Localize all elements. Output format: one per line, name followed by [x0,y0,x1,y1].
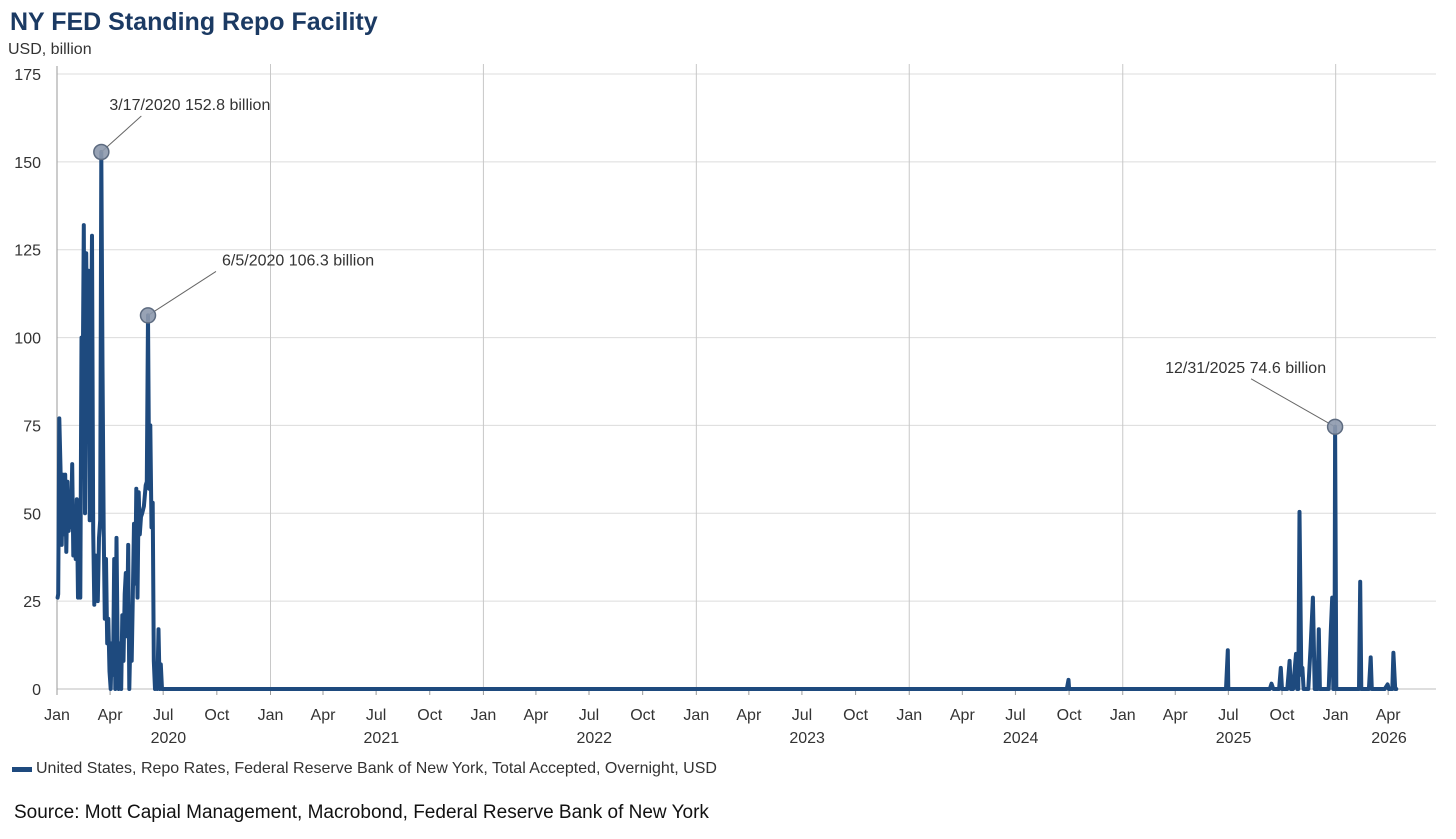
x-tick-label-month: Jan [44,707,70,724]
x-tick-label-month: Apr [1376,707,1402,724]
y-axis-ticks: 0 25 50 75 100 125 150 175 [14,67,41,699]
x-tick-label-year: 2023 [789,730,825,747]
x-tick-label-month: Apr [736,707,762,724]
y-tick-label: 175 [14,67,41,84]
x-tick-label-month: Oct [417,707,442,724]
y-unit-label: USD, billion [8,41,92,58]
annotation-leader [100,115,142,153]
x-tick-label-year: 2021 [364,730,400,747]
x-tick-label-month: Jan [896,707,922,724]
x-tick-label-month: Apr [311,707,337,724]
legend-swatch [12,766,32,772]
legend: United States, Repo Rates, Federal Reser… [12,760,717,778]
annotation-marker [93,143,110,161]
y-tick-label: 0 [32,682,41,699]
x-tick-label-month: Apr [98,707,124,724]
x-tick-label-month: Oct [630,707,655,724]
grid-lines [56,64,1436,695]
x-tick-label-month: Oct [1270,707,1295,724]
x-tick-label-month: Jan [683,707,709,724]
x-tick-label-year: 2025 [1216,730,1252,747]
x-tick-label-month: Jan [471,707,497,724]
x-tick-label-month: Jul [579,707,599,724]
x-tick-label-month: Jan [258,707,284,724]
chart-title: NY FED Standing Repo Facility [10,8,378,36]
x-tick-label-month: Jan [1323,707,1349,724]
source-note: Source: Mott Capial Management, Macrobon… [14,802,709,823]
y-tick-label: 25 [23,594,41,611]
annotation-label: 6/5/2020 106.3 billion [222,252,374,269]
line-chart: 0 25 50 75 100 125 150 175 Jan Apr Jul Oct Jan Apr Ju… [14,64,1436,747]
legend-label: United States, Repo Rates, Federal Reser… [36,760,717,777]
y-tick-label: 75 [23,418,41,435]
annotation-layer: 3/17/2020 152.8 billion 6/5/2020 106.3 bi… [93,97,1344,436]
x-tick-label-month: Apr [523,707,549,724]
x-tick-label-month: Oct [204,707,229,724]
y-tick-label: 50 [23,506,41,523]
x-tick-label-month: Apr [1163,707,1189,724]
annotation-leader [147,271,217,316]
x-tick-label-year: 2022 [576,730,612,747]
y-tick-label: 150 [14,155,41,172]
x-tick-label-month: Oct [843,707,868,724]
x-tick-label-month: Jul [153,707,173,724]
x-tick-label-year: 2024 [1003,730,1039,747]
annotation-label: 12/31/2025 74.6 billion [1165,360,1326,377]
x-tick-label-month: Oct [1057,707,1082,724]
x-tick-label-month: Apr [950,707,976,724]
annotation-marker [1326,418,1344,436]
series-layer [55,150,1399,691]
x-tick-label-month: Jan [1110,707,1136,724]
x-tick-label-month: Jul [366,707,386,724]
x-tick-label-month: Jul [792,707,812,724]
x-tick-label-year: 2026 [1371,730,1407,747]
x-tick-label-month: Jul [1218,707,1238,724]
series-line [55,150,1399,691]
y-tick-label: 125 [14,243,41,260]
y-tick-label: 100 [14,331,41,348]
annotation-label: 3/17/2020 152.8 billion [109,97,270,114]
annotation-marker [139,307,157,324]
x-axis-ticks: Jan Apr Jul Oct Jan Apr Jul Oct Jan Apr Jul Oct Jan A… [44,689,1407,747]
x-tick-label-year: 2020 [151,730,187,747]
annotation-leader [1250,378,1336,428]
x-tick-label-month: Jul [1005,707,1025,724]
